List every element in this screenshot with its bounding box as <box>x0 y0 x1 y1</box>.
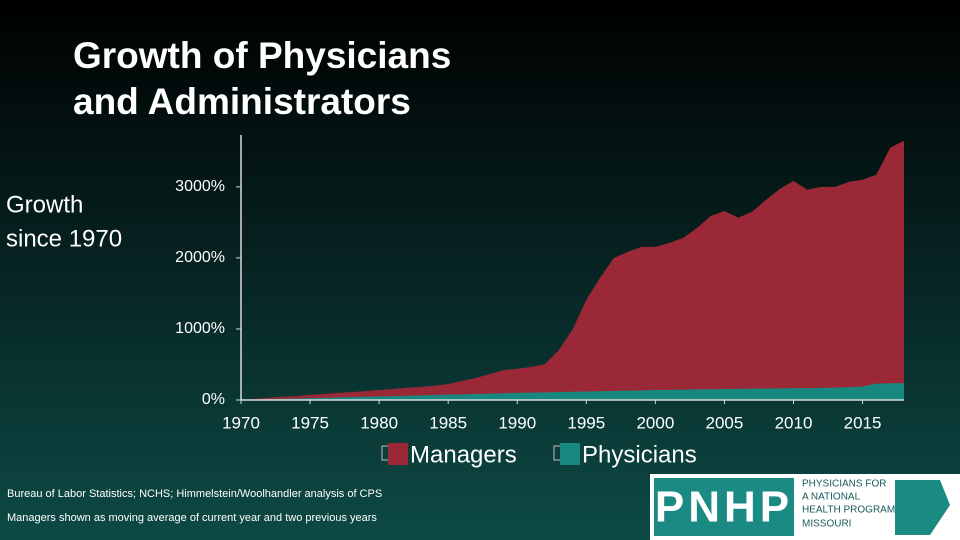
x-tick-label: 1980 <box>360 413 398 432</box>
y-tick-label: 1000% <box>175 320 225 337</box>
logo-text: MISSOURI <box>802 519 851 530</box>
y-tick-label: 3000% <box>175 178 225 195</box>
x-tick-label: 2015 <box>844 413 882 432</box>
logo-text: A NATIONAL <box>802 492 861 503</box>
logo-text: PHYSICIANS FOR <box>802 479 886 490</box>
x-tick-label: 1975 <box>291 413 329 432</box>
y-axis-label: Growth <box>6 191 83 218</box>
area <box>241 140 904 400</box>
legend-label: Managers <box>410 441 517 468</box>
title-line: and Administrators <box>73 81 411 122</box>
logo-text: HEALTH PROGRAM <box>802 505 895 516</box>
logo-mark: PNHP <box>655 483 793 532</box>
x-tick-label: 2000 <box>636 413 674 432</box>
legend-swatch <box>388 443 408 465</box>
source-note: Bureau of Labor Statistics; NCHS; Himmel… <box>7 488 382 500</box>
x-tick-label: 1995 <box>567 413 605 432</box>
logo-block <box>654 478 794 536</box>
title-line: Growth of Physicians <box>73 35 451 76</box>
area <box>241 383 904 400</box>
y-tick-label: 0% <box>202 391 225 408</box>
legend-label: Physicians <box>582 441 697 468</box>
x-tick-label: 1970 <box>222 413 260 432</box>
x-tick-label: 2005 <box>706 413 744 432</box>
y-tick-label: 2000% <box>175 249 225 266</box>
source-note: Managers shown as moving average of curr… <box>7 512 377 524</box>
x-tick-label: 1990 <box>498 413 536 432</box>
y-axis-label: since 1970 <box>6 225 122 252</box>
logo-state-icon <box>895 480 950 535</box>
x-tick-label: 1985 <box>429 413 467 432</box>
x-tick-label: 2010 <box>775 413 813 432</box>
legend-swatch <box>560 443 580 465</box>
